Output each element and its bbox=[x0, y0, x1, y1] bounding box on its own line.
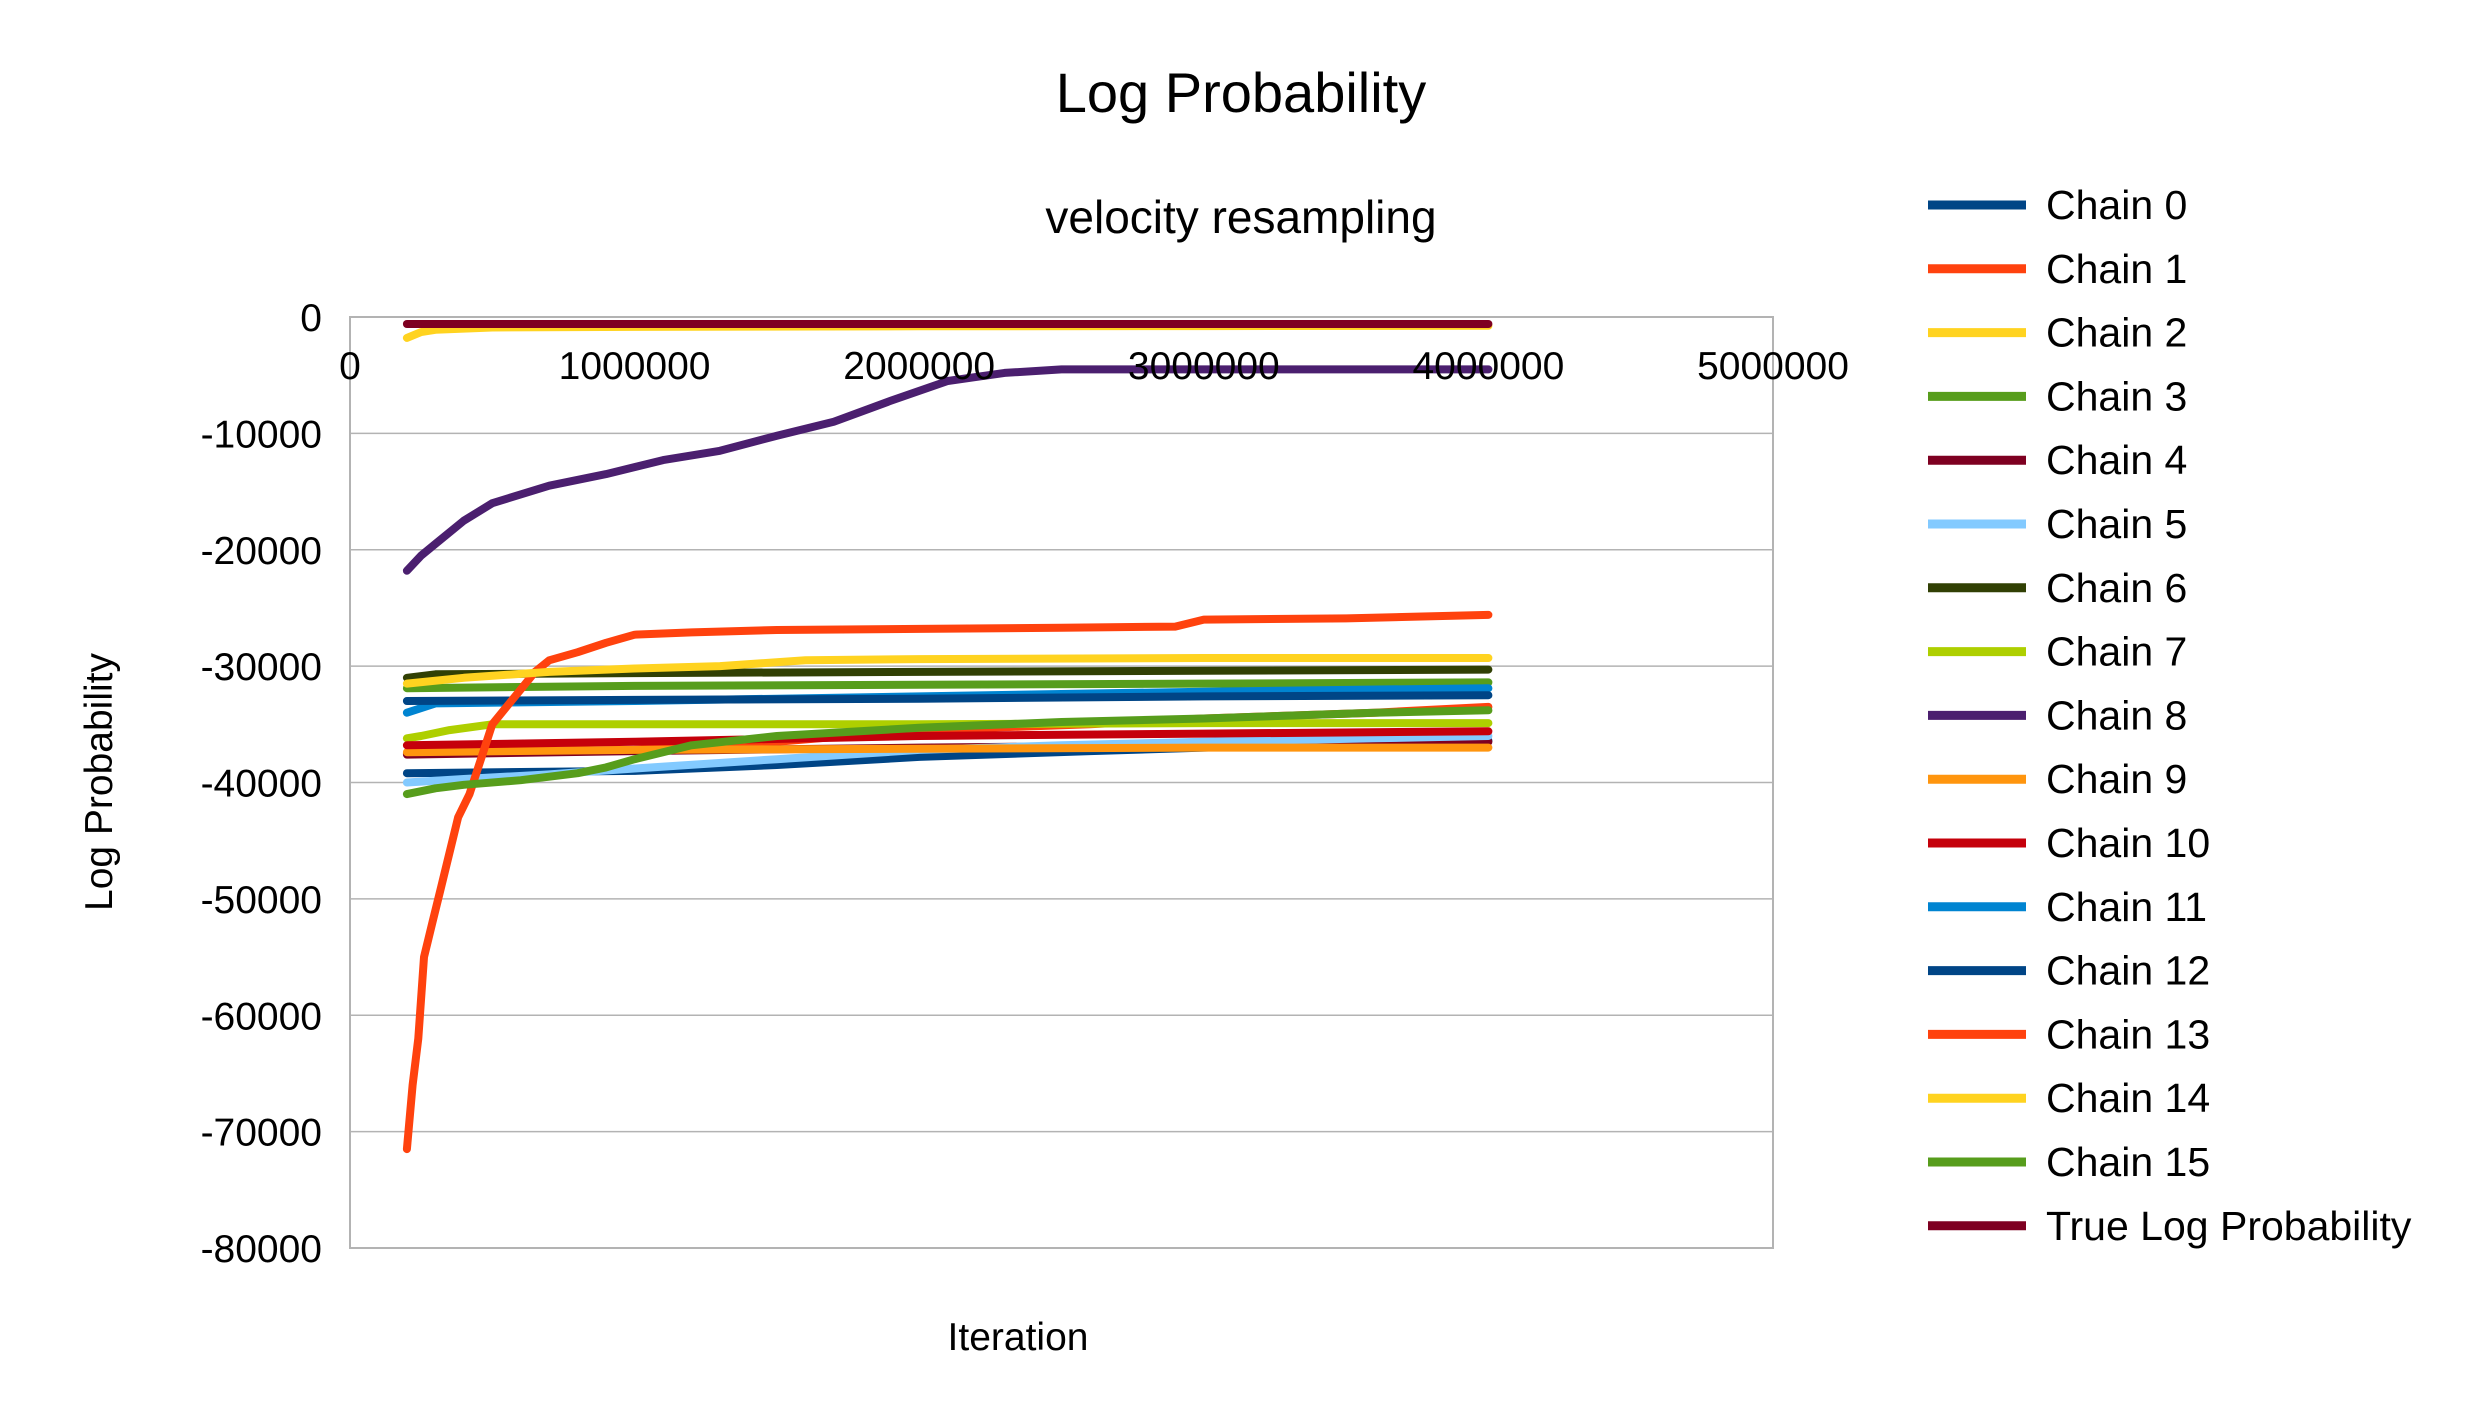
legend-label: Chain 3 bbox=[2046, 373, 2187, 419]
legend-label: Chain 12 bbox=[2046, 948, 2210, 994]
y-tick-label: -10000 bbox=[201, 413, 322, 456]
y-tick-label: -60000 bbox=[201, 995, 322, 1038]
y-axis-title: Log Probability bbox=[78, 653, 121, 911]
legend: Chain 0 Chain 1 Chain 2 Chain 3 Chain 4 Chain… bbox=[1928, 182, 2412, 1249]
legend-label: Chain 5 bbox=[2046, 501, 2187, 547]
series-line-chain-13 bbox=[402, 610, 1493, 1154]
y-tick-label: -40000 bbox=[201, 763, 322, 806]
series-line-chain-14 bbox=[402, 654, 1493, 688]
series-line-chain-5 bbox=[402, 732, 1493, 787]
legend-label: Chain 1 bbox=[2046, 246, 2187, 292]
legend-label: Chain 15 bbox=[2046, 1139, 2210, 1185]
x-tick-label: 5000000 bbox=[1697, 345, 1849, 388]
plot-area: 0 1000000 2000000 3000000 4000000 5000000 0 -1… bbox=[201, 297, 1849, 1271]
legend-label: Chain 7 bbox=[2046, 629, 2187, 675]
legend-label: Chain 13 bbox=[2046, 1011, 2210, 1057]
x-tick-label: 4000000 bbox=[1412, 345, 1564, 388]
y-tick-label: -70000 bbox=[201, 1112, 322, 1155]
x-tick-label: 3000000 bbox=[1128, 345, 1280, 388]
series-line-chain-10 bbox=[402, 727, 1493, 750]
y-tick-label: -50000 bbox=[201, 879, 322, 922]
legend-label: Chain 9 bbox=[2046, 756, 2187, 802]
legend-label: Chain 11 bbox=[2046, 884, 2207, 930]
series-line-chain-12 bbox=[402, 691, 1493, 705]
series-line-chain-15 bbox=[402, 706, 1493, 799]
x-tick-label: 2000000 bbox=[843, 345, 995, 388]
legend-label: Chain 10 bbox=[2046, 820, 2210, 866]
series-line-chain-6 bbox=[402, 665, 1493, 682]
y-tick-label: 0 bbox=[300, 297, 322, 340]
y-tick-label: -30000 bbox=[201, 646, 322, 689]
x-tick-label: 1000000 bbox=[559, 345, 711, 388]
y-axis-ticks: 0 -10000 -20000 -30000 -40000 -50000 -60000 -70… bbox=[201, 297, 322, 1271]
x-axis-ticks: 0 1000000 2000000 3000000 4000000 5000000 bbox=[339, 345, 1849, 388]
series-line-chain-9 bbox=[402, 743, 1493, 757]
chart-subtitle: velocity resampling bbox=[1045, 191, 1436, 243]
x-tick-label: 0 bbox=[339, 345, 361, 388]
series-line-chain-3 bbox=[402, 678, 1493, 693]
legend-label: True Log Probability bbox=[2046, 1203, 2412, 1249]
legend-label: Chain 6 bbox=[2046, 565, 2187, 611]
legend-label: Chain 0 bbox=[2046, 182, 2187, 228]
gridlines bbox=[350, 316, 1773, 1249]
legend-label: Chain 4 bbox=[2046, 437, 2187, 483]
y-tick-label: -80000 bbox=[201, 1228, 322, 1271]
legend-label: Chain 8 bbox=[2046, 692, 2187, 738]
legend-label: Chain 2 bbox=[2046, 310, 2187, 356]
y-tick-label: -20000 bbox=[201, 530, 322, 573]
x-axis-title: Iteration bbox=[948, 1316, 1089, 1359]
series-line-chain-8 bbox=[402, 365, 1493, 575]
chart-title: Log Probability bbox=[1056, 61, 1426, 124]
series-lines bbox=[402, 320, 1493, 1154]
legend-label: Chain 14 bbox=[2046, 1075, 2210, 1121]
